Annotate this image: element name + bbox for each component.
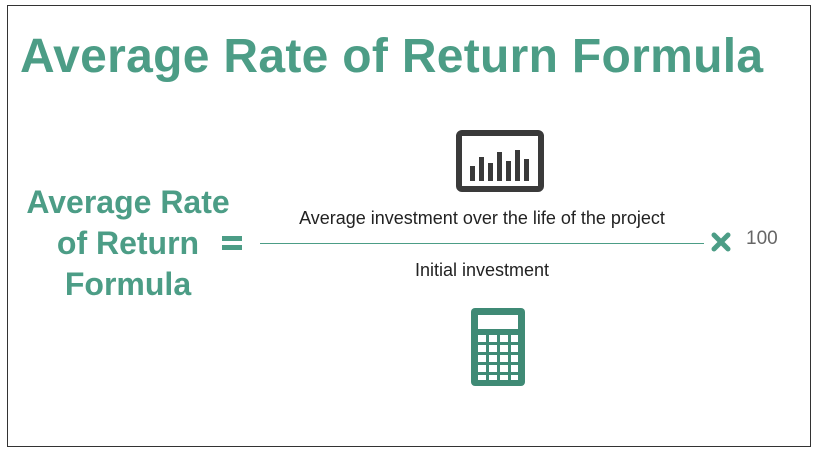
multiplier-value: 100 — [746, 228, 778, 249]
page-title: Average Rate of Return Formula — [20, 30, 764, 83]
fraction-bar — [260, 243, 704, 244]
slide-frame — [7, 5, 811, 447]
calculator-icon — [471, 308, 525, 386]
bar-chart-monitor-icon — [456, 130, 544, 192]
multiply-icon — [711, 232, 731, 252]
formula-lhs-line-1: Average Rate — [26, 184, 230, 220]
formula-lhs: Average Rate of Return Formula — [14, 182, 242, 305]
formula-numerator: Average investment over the life of the … — [299, 208, 665, 228]
equals-icon — [222, 236, 242, 251]
formula-lhs-line-2: of Return — [56, 225, 200, 261]
formula-lhs-line-3: Formula — [64, 266, 192, 302]
formula-denominator: Initial investment — [414, 260, 550, 280]
